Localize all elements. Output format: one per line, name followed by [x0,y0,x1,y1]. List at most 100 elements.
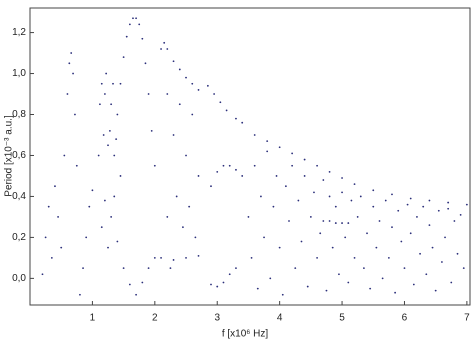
point [235,168,237,171]
point [197,175,200,177]
point [112,82,114,85]
point [228,164,231,167]
point [60,246,63,249]
point [185,154,187,157]
y-tick-label: 1,0 [12,68,26,79]
y-axis-label: Period [x10⁻³ a.u.] [4,115,15,197]
point [394,291,397,294]
point [419,252,421,255]
point [135,17,137,20]
point [50,256,53,259]
point [450,281,453,284]
point [116,113,119,116]
point [222,164,225,167]
point [425,273,428,276]
point [228,273,231,276]
point [125,35,128,38]
point [103,93,106,95]
point [47,205,50,208]
point [166,216,169,218]
point [441,261,443,263]
point [303,175,306,177]
point [63,154,66,157]
point [328,195,331,198]
point [70,52,73,54]
point [99,103,101,106]
point [210,185,212,188]
point [306,285,309,288]
point [122,56,125,59]
point [219,101,222,104]
point [191,113,194,116]
point [444,236,446,239]
point [347,222,350,224]
point [322,220,325,222]
point [132,17,134,20]
point [291,152,294,155]
point [72,72,74,75]
point [222,281,225,284]
point [341,191,343,194]
point [363,267,365,270]
point [313,191,315,194]
point [54,185,56,188]
y-tick-label: 0,4 [12,191,26,202]
point [428,224,431,227]
y-tick-label: 1,2 [12,27,26,38]
point [102,134,105,136]
point [459,213,462,216]
point [75,164,78,167]
point [300,240,303,243]
point [322,179,325,181]
point [260,195,262,198]
point [110,216,113,218]
point [113,154,116,157]
x-tick-label: 1 [90,313,96,324]
point [294,267,297,270]
point [185,256,187,259]
point [247,216,250,218]
point [68,62,71,65]
point [465,203,468,206]
point [331,246,334,249]
point [391,193,393,196]
point [416,216,418,218]
point [100,82,103,85]
point [341,177,343,179]
point [147,267,150,270]
point [391,226,393,229]
x-tick-label: 7 [464,313,470,324]
point [381,277,384,280]
point [356,216,359,218]
point [44,236,47,239]
point [375,246,378,249]
point [206,84,209,87]
point [297,199,300,202]
point [172,60,175,63]
point [316,256,318,259]
point [110,103,113,106]
point [141,281,144,284]
point [169,267,172,270]
point [113,195,116,198]
point [57,216,59,218]
point [160,48,162,50]
point [115,138,118,140]
point [135,293,137,296]
point [269,277,272,280]
point [210,283,212,286]
point [166,48,169,50]
point [303,158,306,161]
point [182,226,184,229]
x-tick-label: 6 [402,313,408,324]
point [235,267,237,270]
point [434,289,437,292]
point [309,216,312,218]
point [105,72,108,75]
point [116,240,119,243]
point [91,189,94,192]
point [328,170,331,173]
point [409,197,412,200]
point [263,236,265,239]
point [100,226,103,229]
